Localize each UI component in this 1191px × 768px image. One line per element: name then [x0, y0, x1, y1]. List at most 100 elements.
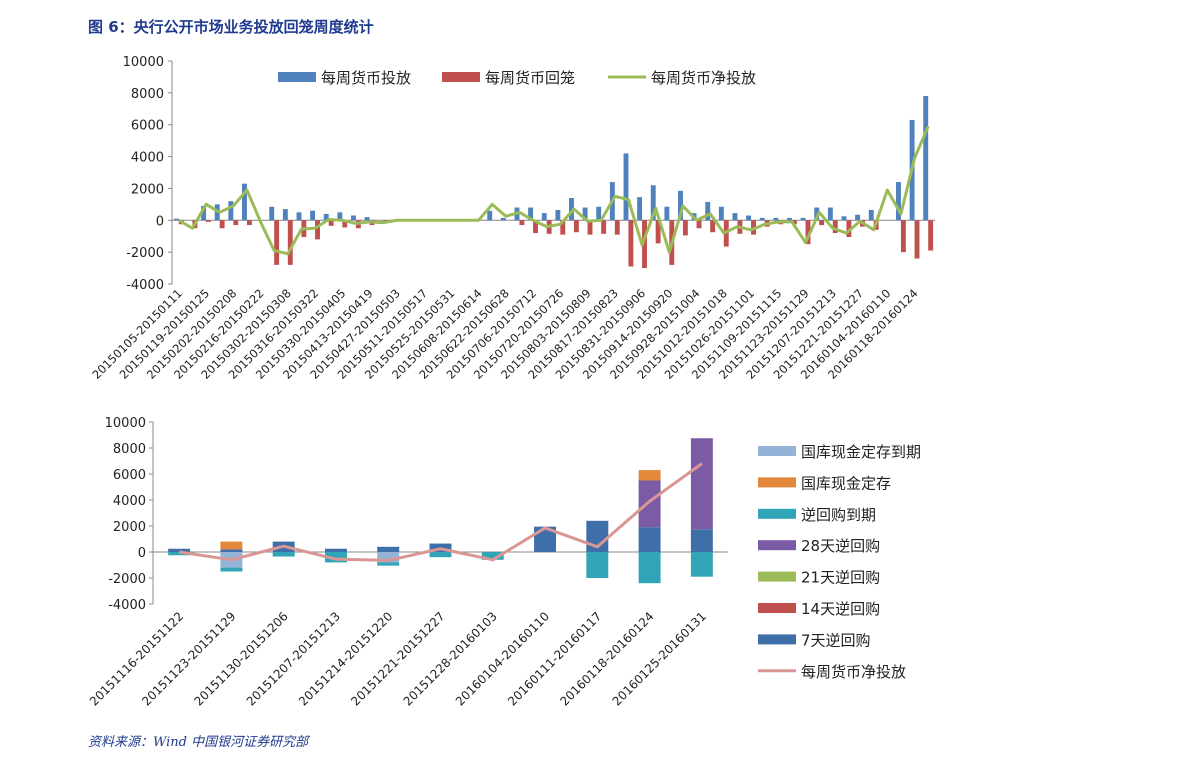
stacked-bar-segment [377, 562, 400, 566]
y-tick-label: 0 [138, 546, 146, 561]
legend-label: 逆回购到期 [801, 506, 876, 524]
bar-investment [732, 213, 738, 221]
chart-weekly-open-market: -4000-2000020004000600080001000020150105… [89, 55, 935, 382]
bar-withdrawal [219, 220, 225, 229]
bar-withdrawal [614, 220, 620, 235]
stacked-bar-segment [638, 527, 661, 552]
y-tick-label: 4000 [131, 151, 164, 166]
bar-investment [637, 197, 643, 221]
bar-withdrawal [533, 220, 538, 234]
y-tick-label: 6000 [113, 468, 146, 483]
stacked-bar-segment [377, 552, 400, 563]
x-tick-label: 20151214-20151220 [296, 609, 395, 708]
stacked-bar-segment [481, 552, 504, 560]
x-tick-label: 20151123-20151129 [139, 609, 238, 708]
y-tick-label: -2000 [108, 572, 146, 587]
bar-withdrawal [246, 220, 252, 226]
bar-investment [555, 209, 561, 221]
bar-withdrawal [587, 220, 593, 235]
stacked-bar-segment [638, 470, 661, 481]
y-tick-label: 6000 [131, 119, 164, 134]
bar-investment [678, 190, 683, 221]
legend-label: 7天逆回购 [801, 631, 871, 649]
bar-investment [296, 212, 302, 221]
bar-investment [773, 217, 779, 221]
bar-withdrawal [573, 220, 579, 233]
bar-withdrawal [233, 220, 239, 226]
bar-investment [923, 96, 929, 221]
bar-withdrawal [328, 220, 334, 226]
bar-investment [201, 205, 207, 221]
figure-title: 图 6：央行公开市场业务投放回笼周度统计 [88, 18, 374, 36]
stacked-bar-segment [690, 438, 713, 530]
stacked-bar-segment [168, 552, 191, 556]
bar-withdrawal [791, 220, 797, 225]
y-tick-label: -4000 [126, 278, 164, 293]
bar-investment [569, 197, 574, 221]
bar-withdrawal [287, 220, 293, 265]
y-tick-label: -2000 [126, 246, 164, 261]
stacked-bar-segment [586, 552, 609, 578]
legend-label: 14天逆回购 [801, 600, 880, 618]
stacked-bar-segment [690, 529, 713, 552]
bar-withdrawal [315, 220, 320, 240]
stacked-bar-segment [324, 552, 347, 563]
y-tick-label: 8000 [131, 87, 164, 102]
bar-investment [800, 217, 806, 221]
bar-withdrawal [710, 220, 716, 233]
bar-withdrawal [642, 220, 647, 269]
x-tick-label: 20151116-20151122 [87, 609, 186, 708]
x-tick-label: 20151221-20151227 [348, 609, 447, 708]
legend-swatch [758, 603, 796, 613]
legend-label: 每周货币回笼 [485, 69, 575, 87]
x-tick-label: 20151207-20151213 [244, 609, 343, 708]
bar-investment [310, 210, 316, 221]
bar-withdrawal [206, 220, 211, 222]
bar-withdrawal [832, 220, 838, 234]
stacked-bar-segment [220, 541, 243, 550]
stacked-bar-segment [690, 552, 713, 577]
bar-withdrawal [342, 220, 348, 228]
bar-investment [841, 216, 847, 221]
bar-investment [868, 209, 874, 221]
x-tick-label: 20160118-20160124 [557, 609, 656, 708]
y-tick-label: 10000 [123, 55, 164, 70]
bar-investment [364, 217, 370, 221]
bar-investment [269, 206, 275, 221]
bar-investment [228, 201, 234, 221]
bar-investment [541, 213, 547, 221]
bar-withdrawal [900, 220, 906, 253]
stacked-bar-segment [220, 567, 243, 572]
stacked-bar-segment [429, 552, 452, 558]
legend-label: 21天逆回购 [801, 569, 880, 587]
bar-withdrawal [519, 220, 525, 226]
legend-swatch [758, 571, 796, 582]
bar-investment [351, 215, 356, 221]
bar-investment [528, 207, 534, 221]
x-tick-label: 20160125-20160131 [610, 609, 709, 708]
source-note: 资料来源：Wind 中国银河证券研究部 [88, 735, 309, 750]
bar-investment [664, 206, 670, 221]
stacked-bar-segment [324, 548, 347, 552]
y-tick-label: 2000 [131, 182, 164, 197]
stacked-bar-segment [638, 480, 661, 528]
legend-swatch [758, 446, 796, 456]
legend-swatch [758, 508, 796, 519]
legend-swatch [278, 72, 316, 82]
bar-investment [827, 207, 833, 221]
bar-investment [855, 214, 861, 221]
bar-withdrawal [846, 220, 852, 238]
bar-withdrawal [655, 220, 661, 244]
legend-label: 28天逆回购 [801, 537, 880, 555]
legend-swatch [442, 72, 480, 82]
y-tick-label: 8000 [113, 442, 146, 457]
legend-label: 每周货币净投放 [801, 663, 906, 681]
bar-withdrawal [628, 220, 634, 267]
x-tick-label: 20160111-20160117 [505, 609, 604, 708]
bar-withdrawal [696, 220, 702, 229]
bar-withdrawal [819, 220, 825, 226]
legend-swatch [758, 634, 796, 645]
stacked-bar-segment [377, 546, 400, 552]
legend-swatch [758, 477, 796, 488]
